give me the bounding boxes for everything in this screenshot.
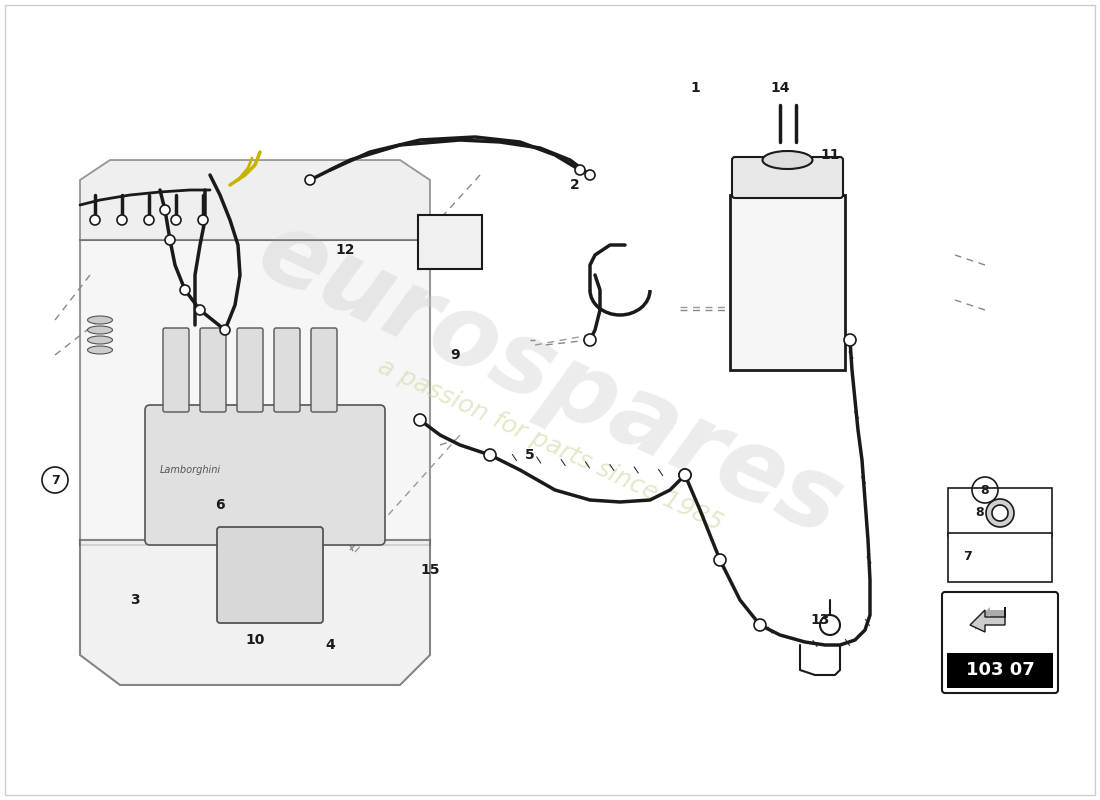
Text: 13: 13 — [811, 613, 829, 627]
Text: 8: 8 — [981, 483, 989, 497]
Text: a passion for parts since 1985: a passion for parts since 1985 — [374, 354, 726, 536]
Ellipse shape — [88, 326, 112, 334]
FancyBboxPatch shape — [948, 488, 1052, 537]
Circle shape — [305, 175, 315, 185]
Text: 8: 8 — [976, 506, 984, 519]
FancyBboxPatch shape — [311, 328, 337, 412]
Circle shape — [754, 619, 766, 631]
FancyBboxPatch shape — [948, 533, 1052, 582]
Circle shape — [180, 285, 190, 295]
FancyBboxPatch shape — [732, 157, 843, 198]
Text: 7: 7 — [51, 474, 59, 486]
FancyBboxPatch shape — [200, 328, 225, 412]
Circle shape — [165, 235, 175, 245]
Text: eurospares: eurospares — [243, 202, 857, 558]
Circle shape — [585, 170, 595, 180]
Circle shape — [575, 165, 585, 175]
FancyBboxPatch shape — [145, 405, 385, 545]
Text: 5: 5 — [525, 448, 535, 462]
Polygon shape — [80, 160, 430, 240]
Circle shape — [90, 215, 100, 225]
Ellipse shape — [88, 316, 112, 324]
Text: 4: 4 — [326, 638, 334, 652]
Text: 2: 2 — [570, 178, 580, 192]
FancyBboxPatch shape — [236, 328, 263, 412]
Circle shape — [844, 334, 856, 346]
Text: 1: 1 — [690, 81, 700, 95]
Text: 12: 12 — [336, 243, 354, 257]
Text: 9: 9 — [450, 348, 460, 362]
Ellipse shape — [762, 151, 813, 169]
Polygon shape — [970, 607, 1005, 632]
Circle shape — [679, 469, 691, 481]
Polygon shape — [80, 540, 430, 685]
Text: Lamborghini: Lamborghini — [160, 465, 221, 475]
Text: 14: 14 — [770, 81, 790, 95]
FancyBboxPatch shape — [942, 592, 1058, 693]
Text: 6: 6 — [216, 498, 224, 512]
Circle shape — [484, 449, 496, 461]
Circle shape — [144, 215, 154, 225]
Text: 7: 7 — [962, 550, 971, 563]
Text: 3: 3 — [130, 593, 140, 607]
FancyBboxPatch shape — [947, 653, 1053, 688]
Circle shape — [198, 215, 208, 225]
Circle shape — [679, 469, 691, 481]
Circle shape — [170, 215, 182, 225]
Polygon shape — [80, 240, 430, 545]
Circle shape — [714, 554, 726, 566]
Text: 11: 11 — [821, 148, 839, 162]
Text: 103 07: 103 07 — [966, 661, 1034, 679]
Circle shape — [220, 325, 230, 335]
FancyBboxPatch shape — [163, 328, 189, 412]
Circle shape — [160, 205, 170, 215]
Circle shape — [117, 215, 126, 225]
FancyBboxPatch shape — [274, 328, 300, 412]
Circle shape — [195, 305, 205, 315]
FancyBboxPatch shape — [418, 215, 482, 269]
Text: 15: 15 — [420, 563, 440, 577]
Circle shape — [584, 334, 596, 346]
Circle shape — [414, 414, 426, 426]
Text: 10: 10 — [245, 633, 265, 647]
Ellipse shape — [88, 336, 112, 344]
FancyBboxPatch shape — [730, 195, 845, 370]
Polygon shape — [975, 607, 1005, 630]
FancyBboxPatch shape — [217, 527, 323, 623]
Ellipse shape — [88, 346, 112, 354]
